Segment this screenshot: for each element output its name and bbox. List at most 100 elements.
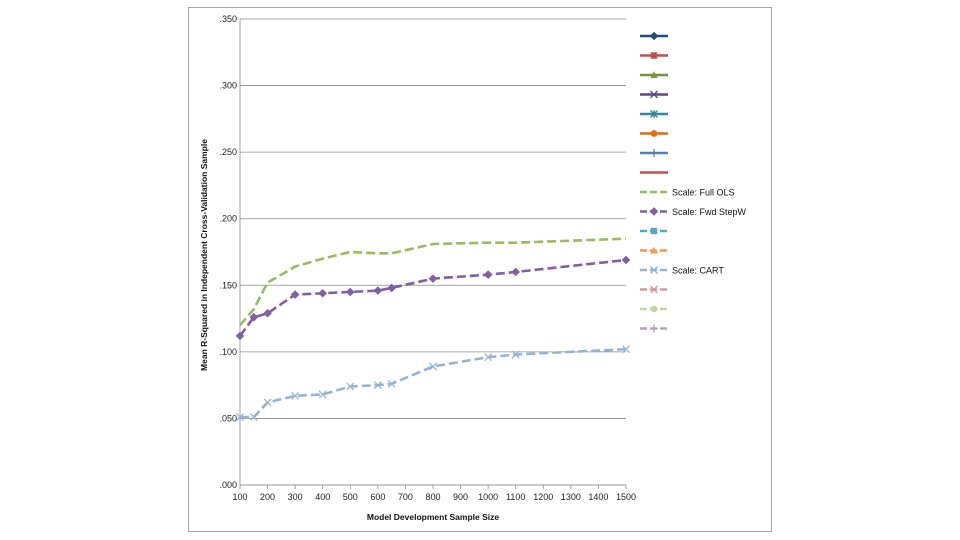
x-tick-label: 1100	[506, 492, 525, 502]
series-line	[238, 258, 627, 337]
y-tick-label: .200	[219, 214, 237, 224]
data-point-shape	[373, 286, 383, 295]
legend-marker	[650, 110, 658, 118]
x-tick-label: 700	[398, 492, 413, 502]
legend-marker-shape	[650, 305, 658, 313]
legend-marker	[650, 305, 658, 313]
series-line	[240, 347, 627, 419]
legend: Scale: Full OLS Scale: Fwd StepW Scale: CA…	[640, 31, 747, 333]
data-point-shape	[290, 290, 300, 299]
data-point-shape	[387, 283, 396, 293]
x-tick-label: 1200	[533, 492, 553, 502]
data-point-shape	[373, 381, 382, 390]
data-point	[483, 270, 493, 279]
data-point	[387, 379, 396, 388]
legend-marker-shape	[650, 52, 658, 59]
legend-label: Scale: Full OLS	[672, 188, 735, 198]
series-scale-fwd-stepw	[235, 255, 631, 341]
data-point-shape	[318, 288, 328, 298]
legend-marker-shape	[650, 149, 658, 157]
data-point-shape	[428, 274, 438, 283]
x-tick-label: 900	[453, 492, 468, 502]
data-point	[621, 255, 631, 265]
x-tick-label: 100	[232, 492, 247, 502]
legend-item	[640, 130, 668, 137]
y-tick-label: .150	[219, 280, 237, 290]
legend-item: Scale: Fwd StepW	[640, 207, 747, 217]
x-tick-label: 600	[370, 492, 385, 502]
legend-marker-shape	[650, 285, 658, 294]
series-scale-cart	[236, 345, 630, 422]
x-tick-label: 500	[343, 492, 358, 502]
y-tick-label: .350	[219, 14, 237, 24]
legend-marker	[650, 130, 658, 137]
data-point-shape	[429, 362, 437, 371]
y-tick-label: .100	[219, 347, 237, 357]
data-point	[373, 286, 383, 295]
data-point	[249, 312, 259, 322]
legend-marker-shape	[649, 207, 659, 216]
data-point	[290, 290, 300, 299]
legend-marker	[649, 31, 659, 41]
data-point-shape	[346, 382, 355, 391]
data-point	[249, 413, 258, 422]
legend-marker	[650, 324, 658, 333]
legend-item	[640, 324, 668, 333]
legend-marker-shape	[650, 90, 658, 99]
data-point-shape	[263, 398, 272, 407]
y-tick-label: .300	[219, 81, 237, 91]
legend-item	[640, 246, 668, 254]
legend-item	[640, 149, 668, 157]
data-point	[428, 274, 438, 283]
data-point	[387, 283, 396, 293]
chart-frame	[188, 7, 772, 532]
legend-label: Scale: Fwd StepW	[672, 207, 747, 217]
legend-marker	[649, 207, 659, 216]
legend-item	[640, 71, 668, 78]
data-point-shape	[249, 413, 258, 422]
legend-item: Scale: CART	[640, 266, 724, 276]
data-point	[263, 308, 272, 318]
data-point	[318, 390, 327, 399]
data-point-shape	[291, 391, 300, 400]
data-point	[429, 362, 437, 371]
legend-marker-shape	[650, 130, 658, 137]
data-point	[235, 331, 245, 341]
legend-marker	[650, 71, 658, 78]
legend-marker-shape	[650, 110, 658, 118]
data-point-shape	[511, 350, 520, 359]
data-point	[484, 353, 493, 362]
legend-marker-shape	[650, 266, 658, 274]
y-tick-label: .250	[219, 147, 237, 157]
series-line	[239, 237, 627, 327]
data-point-shape	[483, 270, 493, 279]
data-point-shape	[235, 331, 245, 341]
legend-item	[640, 31, 668, 41]
x-tick-label: 300	[288, 492, 303, 502]
legend-item: Scale: Full OLS	[640, 188, 735, 198]
x-tick-label: 200	[260, 492, 275, 502]
data-point-shape	[387, 379, 396, 388]
legend-item	[640, 52, 668, 59]
data-point	[346, 382, 355, 391]
data-point-shape	[249, 312, 259, 322]
data-point-shape	[263, 308, 272, 318]
y-tick-label: .000	[219, 480, 237, 490]
y-axis-title: Mean R-Squared in Independent Cross-Vali…	[199, 139, 209, 371]
legend-marker	[650, 52, 658, 59]
data-point	[291, 391, 300, 400]
legend-marker-shape	[650, 246, 658, 254]
data-point-shape	[622, 345, 630, 354]
legend-item	[640, 285, 668, 294]
data-point	[511, 267, 521, 277]
legend-marker-shape	[650, 71, 658, 78]
legend-marker-shape	[650, 227, 658, 235]
data-point	[373, 381, 382, 390]
legend-marker	[650, 285, 658, 294]
legend-marker	[650, 246, 658, 254]
x-tick-label: 1000	[478, 492, 498, 502]
x-tick-label: 400	[315, 492, 330, 502]
data-point	[236, 413, 244, 422]
legend-item	[640, 305, 668, 313]
